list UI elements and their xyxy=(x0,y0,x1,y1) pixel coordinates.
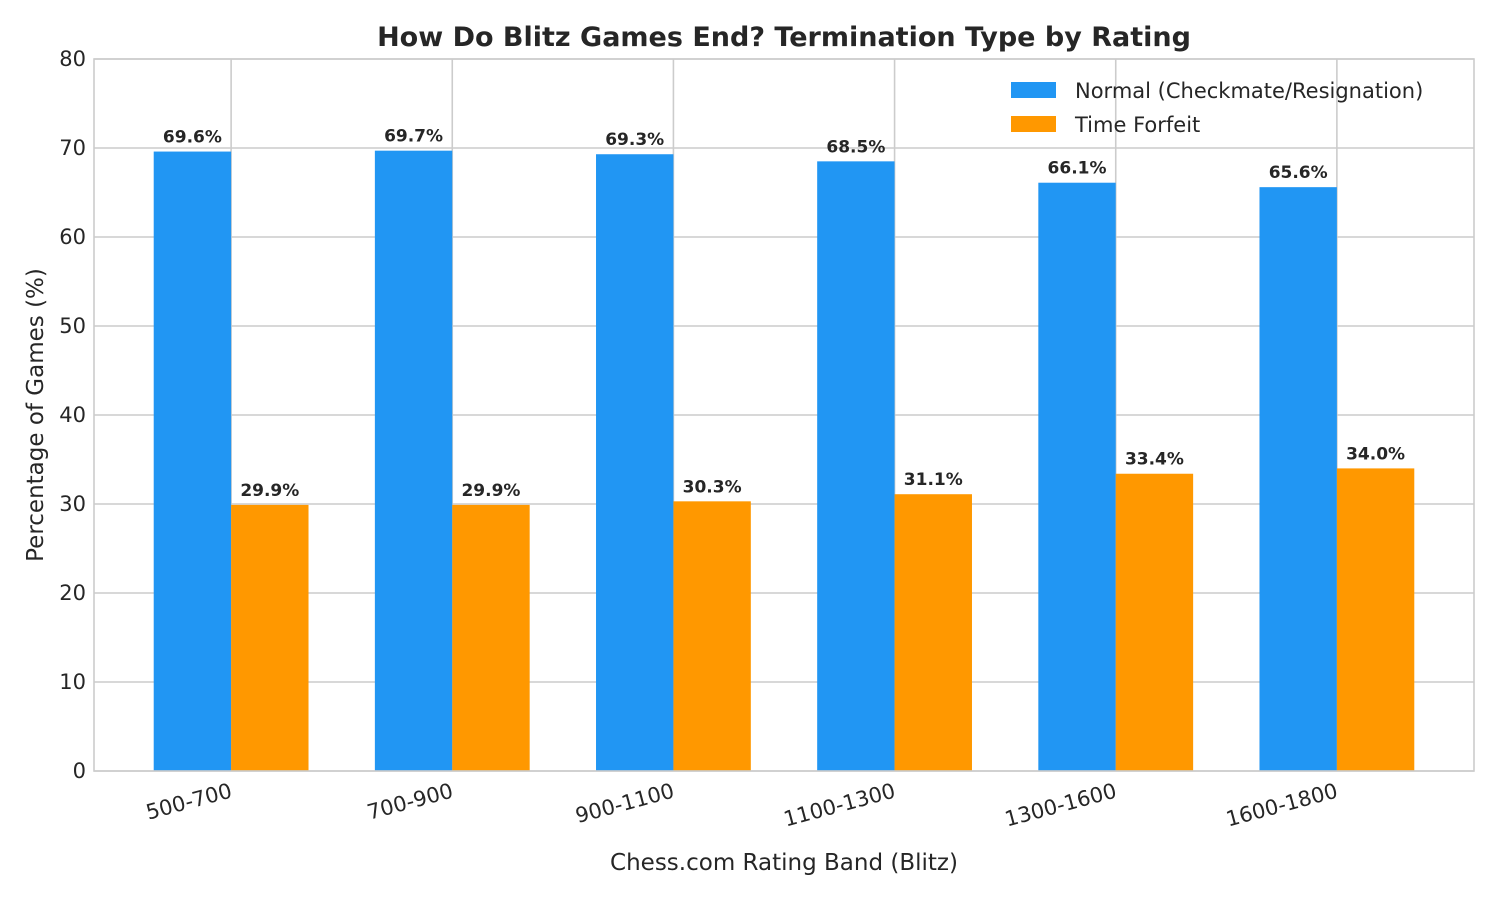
bar-value-label: 69.6% xyxy=(163,128,222,148)
legend-swatch-normal xyxy=(1011,82,1056,98)
bar-normal xyxy=(1038,182,1116,771)
bar-time-forfeit xyxy=(673,501,751,771)
bar-time-forfeit xyxy=(1115,473,1194,771)
y-tick-label: 60 xyxy=(59,225,86,249)
y-tick-label: 80 xyxy=(59,47,86,71)
y-tick-label: 30 xyxy=(59,492,86,516)
y-tick-label: 10 xyxy=(59,670,86,694)
bar-value-label: 29.9% xyxy=(461,481,520,501)
bar-time-forfeit xyxy=(1336,468,1415,771)
plot-frame xyxy=(93,58,1475,772)
bar-time-forfeit xyxy=(231,504,309,771)
legend: Normal (Checkmate/Resignation) Time Forf… xyxy=(1011,79,1423,137)
bar-value-label: 69.3% xyxy=(605,130,664,150)
bars xyxy=(153,150,1415,772)
bar-normal xyxy=(817,161,895,772)
bar-value-label: 68.5% xyxy=(826,137,885,157)
bar-normal xyxy=(374,150,453,772)
data-labels: 69.6% 69.7% 69.3% 68.5% 66.1% 65.6% 29.9% 29.9%… xyxy=(163,127,1405,501)
bar-time-forfeit xyxy=(894,494,972,771)
bar-value-label: 69.7% xyxy=(384,127,443,147)
y-tick-label: 50 xyxy=(59,314,86,338)
legend-label-normal: Normal (Checkmate/Resignation) xyxy=(1075,79,1423,103)
bar-normal xyxy=(153,151,232,771)
bar-value-label: 33.4% xyxy=(1125,450,1184,470)
bar-normal xyxy=(1259,187,1337,771)
x-axis-label: Chess.com Rating Band (Blitz) xyxy=(610,850,958,876)
legend-swatch-time-forfeit xyxy=(1011,116,1056,132)
y-axis-ticks: 0 10 20 30 40 50 60 70 80 xyxy=(59,47,86,783)
y-axis-label: Percentage of Games (%) xyxy=(23,268,49,562)
bar-normal xyxy=(596,154,674,772)
y-tick-label: 0 xyxy=(73,759,86,783)
bar-value-label: 30.3% xyxy=(683,477,742,497)
bar-value-label: 65.6% xyxy=(1269,163,1328,183)
y-tick-label: 70 xyxy=(59,136,86,160)
bar-value-label: 31.1% xyxy=(904,470,963,490)
bar-value-label: 34.0% xyxy=(1346,444,1405,464)
y-tick-label: 20 xyxy=(59,581,86,605)
bar-value-label: 66.1% xyxy=(1048,159,1107,179)
bar-value-label: 29.9% xyxy=(240,481,299,501)
legend-label-time-forfeit: Time Forfeit xyxy=(1074,113,1200,137)
bar-time-forfeit xyxy=(452,504,530,771)
chart-title: How Do Blitz Games End? Termination Type… xyxy=(377,22,1191,53)
y-tick-label: 40 xyxy=(59,403,86,427)
